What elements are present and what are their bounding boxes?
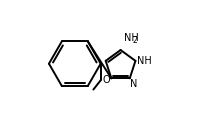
Text: N: N	[130, 79, 138, 89]
Text: NH: NH	[137, 56, 152, 66]
Text: O: O	[103, 75, 110, 85]
Text: 2: 2	[132, 36, 137, 45]
Text: NH: NH	[124, 33, 139, 43]
